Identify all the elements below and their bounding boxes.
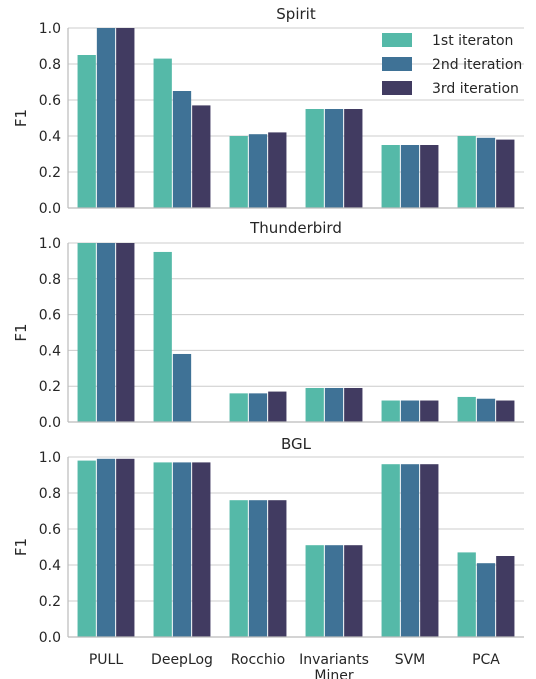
- bar-2-2: [268, 132, 287, 208]
- bar-4-0: [381, 464, 400, 637]
- bar-1-0: [153, 462, 172, 637]
- bar-2-2: [268, 500, 287, 637]
- panel-title: Thunderbird: [249, 219, 342, 237]
- bar-4-2: [420, 464, 439, 637]
- y-tick-label: 0.6: [39, 93, 61, 109]
- bar-5-2: [496, 139, 515, 208]
- bar-4-0: [381, 400, 400, 422]
- y-tick-label: 0.0: [39, 630, 61, 646]
- bar-4-0: [381, 145, 400, 208]
- bar-5-0: [457, 552, 476, 637]
- bar-4-1: [400, 400, 420, 422]
- bar-5-0: [457, 136, 476, 208]
- legend-label-2: 3rd iteration: [432, 81, 519, 97]
- y-tick-label: 0.8: [39, 57, 61, 73]
- chart-panel-0: 0.0 0.2 0.4 0.6 0.8 1.0 Spirit F1 1st iteraton 2n…: [12, 5, 524, 217]
- bar-3-1: [324, 109, 344, 208]
- bar-0-2: [116, 243, 135, 422]
- bar-5-1: [476, 137, 496, 208]
- bar-1-1: [172, 91, 192, 208]
- y-tick-label: 0.6: [39, 308, 61, 324]
- y-axis-label: F1: [12, 109, 30, 127]
- y-tick-label: 0.4: [39, 129, 61, 145]
- legend-swatch-1: [382, 57, 412, 71]
- bar-5-1: [476, 398, 496, 422]
- bar-3-1: [324, 545, 344, 637]
- legend-label-1: 2nd iteration: [432, 57, 522, 73]
- y-tick-label: 0.0: [39, 201, 61, 217]
- y-tick-label: 0.2: [39, 379, 61, 395]
- y-tick-label: 1.0: [39, 21, 61, 37]
- bar-5-1: [476, 563, 496, 637]
- bar-1-1: [172, 353, 192, 422]
- y-tick-label: 1.0: [39, 450, 61, 466]
- legend-swatch-2: [382, 81, 412, 95]
- bar-1-0: [153, 251, 172, 422]
- bar-3-0: [305, 109, 324, 208]
- chart-panel-1: 0.0 0.2 0.4 0.6 0.8 1.0 Thunderbird F1: [12, 219, 524, 431]
- bar-4-1: [400, 464, 420, 637]
- bar-2-1: [248, 393, 268, 422]
- x-tick-label: Rocchio: [231, 652, 285, 668]
- bar-1-2: [192, 462, 211, 637]
- bar-0-1: [96, 458, 116, 637]
- y-tick-label: 0.8: [39, 486, 61, 502]
- bar-2-2: [268, 391, 287, 422]
- y-tick-label: 0.4: [39, 343, 61, 359]
- panel-title: BGL: [281, 435, 312, 453]
- y-tick-label: 0.2: [39, 594, 61, 610]
- bar-3-2: [344, 545, 363, 637]
- y-tick-label: 0.4: [39, 558, 61, 574]
- bar-3-2: [344, 109, 363, 208]
- x-tick-label: SVM: [395, 652, 426, 668]
- bar-4-1: [400, 145, 420, 208]
- bar-0-1: [96, 28, 116, 208]
- y-tick-label: 0.8: [39, 272, 61, 288]
- bar-3-2: [344, 387, 363, 422]
- bar-3-0: [305, 387, 324, 422]
- bar-0-1: [96, 243, 116, 422]
- bar-0-2: [116, 28, 135, 208]
- bar-5-2: [496, 400, 515, 422]
- y-tick-label: 0.0: [39, 415, 61, 431]
- bar-2-0: [229, 136, 248, 208]
- bar-2-0: [229, 393, 248, 422]
- bar-2-1: [248, 134, 268, 208]
- y-tick-label: 0.2: [39, 165, 61, 181]
- panel-title: Spirit: [276, 5, 316, 23]
- bar-2-1: [248, 500, 268, 637]
- bar-0-0: [77, 460, 96, 637]
- legend-label-0: 1st iteraton: [432, 33, 513, 49]
- legend-swatch-0: [382, 33, 412, 47]
- x-tick-label: PULL: [89, 652, 123, 668]
- x-tick-label-line: Miner: [314, 668, 353, 679]
- y-tick-label: 0.6: [39, 522, 61, 538]
- bar-0-0: [77, 243, 96, 422]
- y-axis-label: F1: [12, 538, 30, 556]
- legend: 1st iteraton 2nd iteration 3rd iteration: [382, 33, 522, 97]
- x-tick-label: DeepLog: [151, 652, 213, 668]
- bar-5-0: [457, 396, 476, 422]
- x-tick-label: Invariants Miner: [299, 652, 369, 679]
- y-tick-label: 1.0: [39, 236, 61, 252]
- bar-1-2: [192, 105, 211, 208]
- bar-5-2: [496, 556, 515, 637]
- bar-4-2: [420, 400, 439, 422]
- x-tick-label: PCA: [472, 652, 500, 668]
- bar-1-0: [153, 58, 172, 208]
- bar-0-0: [77, 55, 96, 208]
- bar-3-1: [324, 387, 344, 422]
- bar-2-0: [229, 500, 248, 637]
- x-tick-label-line: Invariants: [299, 652, 369, 668]
- bar-3-0: [305, 545, 324, 637]
- bar-4-2: [420, 145, 439, 208]
- bar-1-1: [172, 462, 192, 637]
- chart-panel-2: 0.0 0.2 0.4 0.6 0.8 1.0 BGL F1 PULL DeepLog Rocchi…: [12, 435, 524, 679]
- y-axis-label: F1: [12, 323, 30, 341]
- bar-0-2: [116, 458, 135, 637]
